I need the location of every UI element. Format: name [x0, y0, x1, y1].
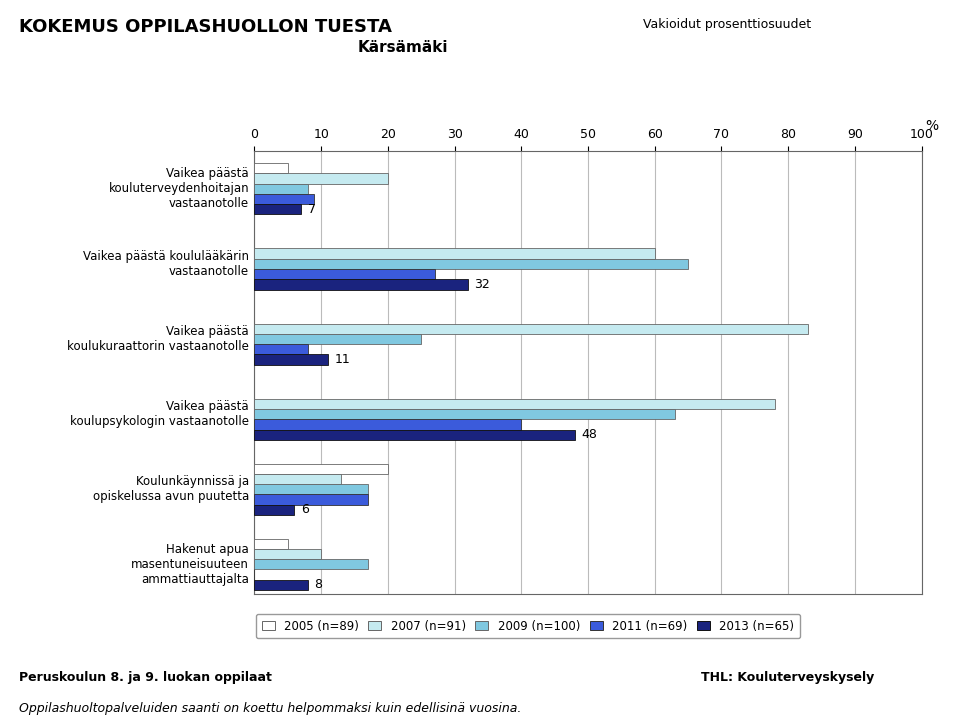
- Bar: [254, 258, 688, 269]
- Bar: [254, 419, 521, 430]
- Text: Peruskoulun 8. ja 9. luokan oppilaat: Peruskoulun 8. ja 9. luokan oppilaat: [19, 671, 272, 684]
- Text: Kärsämäki: Kärsämäki: [358, 40, 448, 55]
- Bar: [254, 269, 435, 279]
- Text: 48: 48: [582, 428, 597, 441]
- Text: THL: Kouluterveyskysely: THL: Kouluterveyskysely: [701, 671, 874, 684]
- Bar: [254, 409, 675, 419]
- Bar: [254, 464, 388, 474]
- Bar: [254, 248, 655, 258]
- Text: 11: 11: [334, 353, 350, 366]
- Bar: [254, 204, 301, 215]
- Text: Vakioidut prosenttiosuudet: Vakioidut prosenttiosuudet: [643, 18, 811, 31]
- Text: %: %: [924, 120, 938, 133]
- Bar: [254, 354, 327, 365]
- Text: Hakenut apua
masentuneisuuteen
ammattiauttajalta: Hakenut apua masentuneisuuteen ammattiau…: [132, 543, 249, 586]
- Bar: [254, 334, 421, 344]
- Text: 8: 8: [315, 578, 323, 591]
- Bar: [254, 484, 368, 495]
- Text: Oppilashuoltopalveluiden saanti on koettu helpommaksi kuin edellisinä vuosina.: Oppilashuoltopalveluiden saanti on koett…: [19, 702, 521, 715]
- Text: Vaikea päästä
kouluterveydenhoitajan
vastaanotolle: Vaikea päästä kouluterveydenhoitajan vas…: [108, 167, 249, 210]
- Text: Koulunkäynnissä ja
opiskelussa avun puutetta: Koulunkäynnissä ja opiskelussa avun puut…: [93, 475, 249, 503]
- Bar: [254, 323, 808, 334]
- Legend: 2005 (n=89), 2007 (n=91), 2009 (n=100), 2011 (n=69), 2013 (n=65): 2005 (n=89), 2007 (n=91), 2009 (n=100), …: [255, 613, 801, 639]
- Bar: [254, 549, 321, 559]
- Bar: [254, 163, 288, 174]
- Text: 7: 7: [308, 203, 316, 216]
- Bar: [254, 539, 288, 549]
- Bar: [254, 184, 308, 194]
- Text: Vaikea päästä koululääkärin
vastaanotolle: Vaikea päästä koululääkärin vastaanotoll…: [84, 250, 249, 278]
- Text: 32: 32: [474, 278, 491, 291]
- Bar: [254, 344, 308, 354]
- Text: KOKEMUS OPPILASHUOLLON TUESTA: KOKEMUS OPPILASHUOLLON TUESTA: [19, 18, 392, 36]
- Text: 6: 6: [301, 503, 309, 516]
- Bar: [254, 279, 468, 289]
- Bar: [254, 580, 308, 590]
- Bar: [254, 399, 775, 409]
- Bar: [254, 430, 575, 440]
- Bar: [254, 495, 368, 505]
- Bar: [254, 505, 295, 515]
- Text: Vaikea päästä
koulupsykologin vastaanotolle: Vaikea päästä koulupsykologin vastaanoto…: [70, 400, 249, 428]
- Bar: [254, 559, 368, 570]
- Bar: [254, 474, 341, 484]
- Bar: [254, 194, 315, 204]
- Bar: [254, 174, 388, 184]
- Text: Vaikea päästä
koulukuraattorin vastaanotolle: Vaikea päästä koulukuraattorin vastaanot…: [67, 325, 249, 353]
